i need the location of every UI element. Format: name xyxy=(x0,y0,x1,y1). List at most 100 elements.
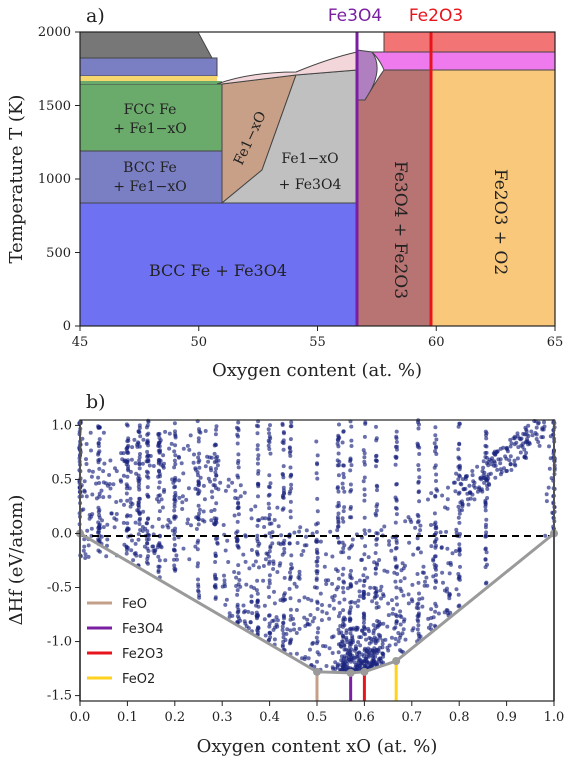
scatter-point xyxy=(126,527,131,531)
scatter-point xyxy=(374,504,379,509)
scatter-point xyxy=(330,651,335,655)
scatter-point xyxy=(374,454,378,459)
scatter-point xyxy=(256,424,261,429)
scatter-point xyxy=(105,522,110,527)
scatter-point xyxy=(203,429,208,433)
scatter-point xyxy=(290,565,295,570)
scatter-point xyxy=(336,500,341,505)
scatter-point xyxy=(270,530,275,535)
scatter-point xyxy=(314,635,319,640)
scatter-point xyxy=(94,481,98,486)
y-tick-label: -1.5 xyxy=(47,689,72,704)
scatter-point xyxy=(102,461,107,466)
scatter-point xyxy=(186,517,190,522)
scatter-point xyxy=(308,613,313,617)
scatter-point xyxy=(339,658,344,663)
scatter-point xyxy=(256,625,261,630)
region-top-right xyxy=(383,31,556,53)
scatter-point xyxy=(492,460,497,465)
scatter-point xyxy=(537,443,542,448)
scatter-point xyxy=(301,549,306,553)
scatter-point xyxy=(348,605,353,610)
scatter-point xyxy=(246,609,251,614)
scatter-point xyxy=(341,463,346,468)
scatter-point xyxy=(380,645,385,650)
scatter-point xyxy=(355,604,360,609)
scatter-point xyxy=(391,607,396,611)
scatter-point xyxy=(262,525,267,529)
scatter-point xyxy=(158,458,163,463)
scatter-point xyxy=(363,566,367,571)
scatter-point xyxy=(484,450,489,455)
scatter-point xyxy=(457,511,462,516)
scatter-point xyxy=(236,505,241,510)
scatter-point xyxy=(353,667,357,672)
y-tick-label: 1000 xyxy=(38,172,71,187)
x-tick-label: 0.9 xyxy=(496,710,517,725)
scatter-point xyxy=(476,486,481,491)
scatter-point xyxy=(394,498,399,503)
scatter-point xyxy=(180,494,185,499)
scatter-point xyxy=(341,475,346,480)
scatter-point xyxy=(236,434,240,439)
scatter-point xyxy=(363,659,368,664)
scatter-point xyxy=(157,558,162,563)
scatter-point xyxy=(416,463,421,468)
scatter-point xyxy=(512,458,517,463)
scatter-point xyxy=(96,509,101,514)
scatter-point xyxy=(406,592,411,597)
scatter-point xyxy=(394,614,399,619)
scatter-point xyxy=(163,429,168,434)
scatter-point xyxy=(209,518,214,523)
scatter-point xyxy=(475,464,480,469)
scatter-point xyxy=(386,613,391,618)
scatter-point xyxy=(87,516,92,521)
scatter-point xyxy=(382,524,387,529)
scatter-point xyxy=(320,603,324,607)
scatter-point xyxy=(456,447,461,452)
scatter-point xyxy=(337,540,341,545)
scatter-point xyxy=(129,457,134,462)
scatter-point xyxy=(281,441,286,446)
scatter-point xyxy=(524,450,529,455)
scatter-point xyxy=(434,580,439,584)
scatter-point xyxy=(371,631,376,636)
scatter-point xyxy=(172,563,177,568)
scatter-point xyxy=(281,485,286,490)
scatter-point xyxy=(340,481,345,486)
scatter-point xyxy=(262,603,267,608)
scatter-point xyxy=(236,452,241,457)
scatter-point xyxy=(280,423,285,427)
scatter-point xyxy=(99,488,104,493)
scatter-point xyxy=(361,448,366,453)
scatter-point xyxy=(374,648,379,653)
scatter-point xyxy=(128,513,133,518)
scatter-point xyxy=(522,432,527,437)
scatter-point xyxy=(314,471,319,476)
scatter-point xyxy=(126,450,131,455)
scatter-point xyxy=(280,472,285,476)
region-bcc-fe3o4 xyxy=(80,203,357,326)
scatter-point xyxy=(433,545,438,550)
scatter-point xyxy=(123,459,128,464)
scatter-point xyxy=(342,623,347,628)
scatter-point xyxy=(284,632,289,636)
scatter-point xyxy=(363,421,368,426)
scatter-point xyxy=(278,598,283,603)
scatter-point xyxy=(394,621,399,626)
scatter-point xyxy=(209,509,214,514)
scatter-point xyxy=(387,643,392,648)
scatter-point xyxy=(88,430,93,435)
scatter-point xyxy=(375,488,379,493)
scatter-point xyxy=(291,616,295,621)
scatter-point xyxy=(146,494,151,499)
scatter-point xyxy=(456,592,461,597)
scatter-point xyxy=(157,541,162,546)
scatter-point xyxy=(353,655,358,660)
scatter-point xyxy=(349,568,353,573)
scatter-point xyxy=(410,582,415,587)
scatter-point xyxy=(288,628,293,633)
scatter-point xyxy=(352,660,357,665)
scatter-point xyxy=(485,487,490,491)
scatter-point xyxy=(483,477,488,482)
